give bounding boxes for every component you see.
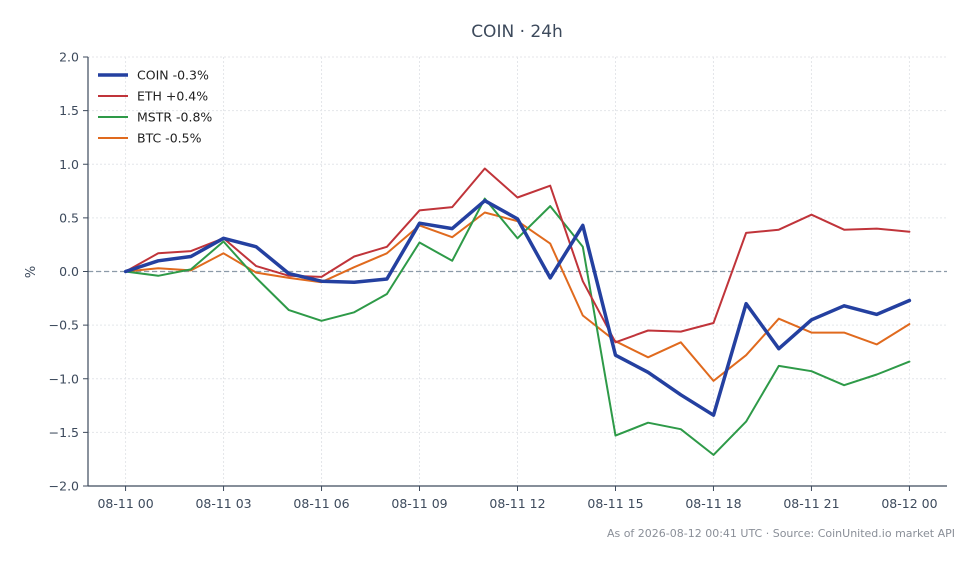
y-tick-label: −0.5 — [49, 318, 79, 333]
legend-label-eth: ETH +0.4% — [137, 89, 208, 104]
y-axis-ticks: 2.0 1.5 1.0 0.5 0.0 −0.5 −1.0 −1.5 −2.0 — [49, 50, 88, 494]
x-tick-label: 08-11 09 — [391, 496, 447, 511]
source-footer: As of 2026-08-12 00:41 UTC · Source: Coi… — [607, 527, 955, 540]
x-tick-label: 08-12 00 — [881, 496, 937, 511]
y-tick-label: −1.5 — [49, 425, 79, 440]
x-tick-label: 08-11 06 — [293, 496, 349, 511]
x-tick-label: 08-11 00 — [97, 496, 153, 511]
legend-label-coin: COIN -0.3% — [137, 68, 209, 83]
x-tick-label: 08-11 12 — [489, 496, 545, 511]
series-line-eth — [124, 167, 911, 344]
y-tick-label: 2.0 — [59, 50, 79, 65]
y-tick-label: 0.5 — [59, 210, 79, 225]
y-tick-label: −1.0 — [49, 371, 79, 386]
legend-label-mstr: MSTR -0.8% — [137, 110, 212, 125]
series-line-coin — [123, 198, 912, 417]
y-axis-label: % — [24, 266, 39, 278]
x-tick-label: 08-11 03 — [195, 496, 251, 511]
x-tick-label: 08-11 15 — [587, 496, 643, 511]
x-tick-label: 08-11 18 — [685, 496, 741, 511]
y-tick-label: 1.0 — [59, 157, 79, 172]
y-tick-label: 1.5 — [59, 103, 79, 118]
x-tick-label: 08-11 21 — [783, 496, 839, 511]
legend: COIN -0.3% ETH +0.4% MSTR -0.8% BTC -0.5% — [98, 68, 212, 146]
x-axis-ticks: 08-11 00 08-11 03 08-11 06 08-11 09 08-11 12… — [97, 486, 938, 511]
legend-label-btc: BTC -0.5% — [137, 131, 202, 146]
chart-title: COIN · 24h — [471, 22, 563, 42]
y-tick-label: 0.0 — [59, 264, 79, 279]
series-line-mstr — [124, 197, 911, 456]
y-tick-label: −2.0 — [49, 479, 79, 494]
series-lines — [123, 167, 912, 456]
